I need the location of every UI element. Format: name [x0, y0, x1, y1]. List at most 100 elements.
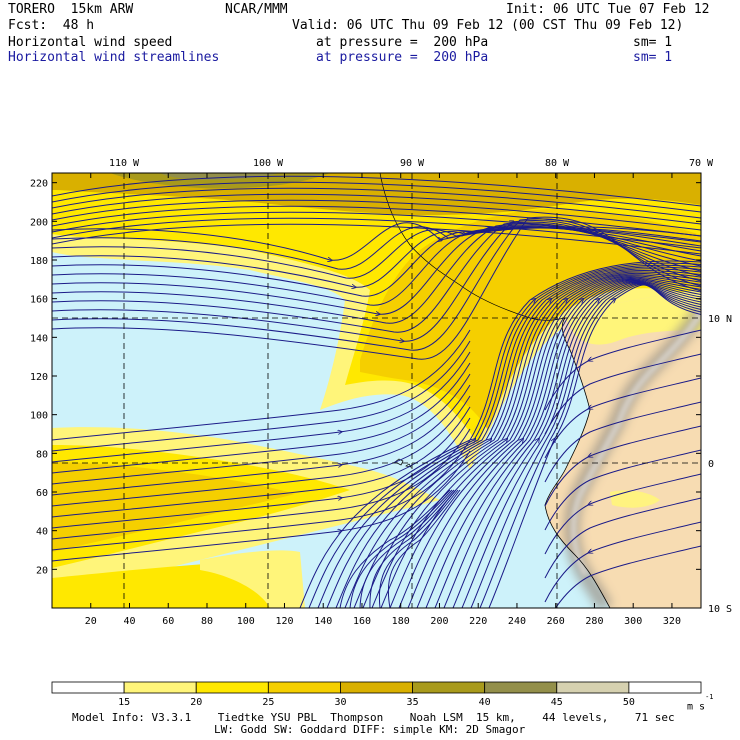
colorbar-swatch	[51, 681, 125, 694]
y-tick-label: 120	[30, 372, 48, 383]
field-1-level: at pressure = 200 hPa	[316, 35, 489, 50]
axis-ticks	[52, 173, 701, 608]
x-tick-label: 200	[430, 616, 448, 627]
field-2-name: Horizontal wind streamlines	[8, 50, 220, 65]
colorbar-label: 50	[622, 697, 635, 708]
graticule	[52, 173, 701, 608]
y-tick-label: 40	[36, 527, 48, 538]
speed-band-south-max	[52, 462, 295, 552]
x-tick-label: 320	[663, 616, 681, 627]
right-lat-labels: 10 N 0 10 S	[708, 314, 732, 615]
andes-ridge-core	[570, 310, 701, 577]
streamline	[369, 489, 457, 608]
valid-time: Valid: 06 UTC Thu 09 Feb 12 (00 CST Thu …	[292, 18, 684, 33]
colorbar-swatch	[267, 681, 341, 694]
colorbar-label: 25	[262, 697, 275, 708]
colorbar-label: 45	[550, 697, 563, 708]
field-1-name: Horizontal wind speed	[8, 35, 173, 50]
x-tick-label: 20	[85, 616, 97, 627]
colorbar-swatch	[123, 681, 197, 694]
x-tick-label: 280	[585, 616, 603, 627]
streamline	[52, 205, 701, 237]
lat-label-0: 0	[708, 459, 714, 470]
lat-label-10s: 10 S	[708, 604, 732, 615]
streamline	[52, 181, 701, 213]
lon-label-80w: 80 W	[545, 158, 570, 169]
y-tick-label: 200	[30, 217, 48, 228]
streamlines	[52, 175, 701, 608]
colorbar-swatch	[556, 681, 630, 694]
model-info-line1: Model Info: V3.3.1 Tiedtke YSU PBL Thomp…	[72, 711, 675, 724]
colorbar-swatch	[412, 681, 486, 694]
streamline	[544, 521, 701, 603]
streamline	[349, 489, 453, 608]
x-tick-label: 240	[508, 616, 526, 627]
colorbar-unit-exp: -1	[705, 693, 714, 701]
streamline	[544, 401, 701, 483]
streamline	[387, 489, 461, 608]
streamline	[52, 193, 701, 225]
top-lon-labels: 110 W 100 W 90 W 80 W 70 W	[109, 158, 714, 169]
streamline	[544, 329, 701, 411]
streamline	[52, 216, 701, 360]
streamline	[52, 217, 701, 249]
streamline	[52, 351, 471, 463]
colorbar-label: 35	[406, 697, 419, 708]
lon-label-70w: 70 W	[689, 158, 714, 169]
colorbar-label: 30	[334, 697, 347, 708]
streamline	[52, 340, 471, 452]
forecast-hour: Fcst: 48 h	[8, 18, 95, 33]
colorbar-unit-text: m s	[687, 701, 706, 713]
speed-band-land-south	[610, 490, 660, 508]
lon-label-100w: 100 W	[253, 158, 284, 169]
streamline	[52, 329, 471, 441]
calm-pocket-west	[52, 265, 330, 425]
streamline	[52, 187, 701, 219]
streamline	[52, 223, 701, 255]
streamline	[52, 362, 471, 474]
y-tick-label: 60	[36, 488, 48, 499]
field-2-sm: sm= 1	[633, 50, 673, 65]
y-tick-label: 220	[30, 179, 48, 190]
y-tick-label: 20	[36, 565, 48, 576]
streamline	[52, 175, 701, 207]
model-title: TORERO 15km ARW	[8, 2, 134, 17]
colorbar-swatch	[484, 681, 558, 694]
y-tick-label: 100	[30, 411, 48, 422]
streamline	[52, 417, 471, 529]
lon-label-90w: 90 W	[400, 158, 425, 169]
init-time: Init: 06 UTC Tue 07 Feb 12	[506, 2, 710, 17]
x-tick-label: 260	[547, 616, 565, 627]
y-tick-label: 80	[36, 449, 48, 460]
streamline	[52, 395, 471, 507]
speed-band-polar-max	[160, 173, 280, 180]
x-tick-label: 120	[275, 616, 293, 627]
colorbar-unit: m s-1	[687, 693, 714, 713]
x-tick-label: 300	[624, 616, 642, 627]
x-tick-label: 180	[392, 616, 410, 627]
streamline	[488, 284, 701, 608]
streamline	[52, 373, 471, 485]
field-1-sm: sm= 1	[633, 35, 673, 50]
speed-band-sw-light	[200, 550, 305, 608]
lon-label-110w: 110 W	[109, 158, 140, 169]
colorbar-label: 20	[190, 697, 203, 708]
lat-label-10n: 10 N	[708, 314, 732, 325]
streamline	[52, 406, 471, 518]
colorbar-swatch	[340, 681, 413, 694]
x-tick-label: 80	[201, 616, 213, 627]
streamline	[359, 489, 455, 608]
streamline	[52, 428, 471, 540]
streamline	[52, 218, 701, 351]
colorbar-label: 40	[478, 697, 491, 708]
model-info-line2: LW: Godd SW: Goddard DIFF: simple KM: 2D…	[214, 723, 526, 736]
colorbar-label: 15	[118, 697, 131, 708]
map-frame	[51, 172, 702, 609]
colorbar-swatch	[195, 681, 269, 694]
streamline	[52, 384, 471, 496]
streamline	[378, 489, 459, 608]
y-tick-label: 180	[30, 256, 48, 267]
colorbar-swatch	[628, 681, 702, 694]
org-label: NCAR/MMM	[225, 2, 288, 17]
